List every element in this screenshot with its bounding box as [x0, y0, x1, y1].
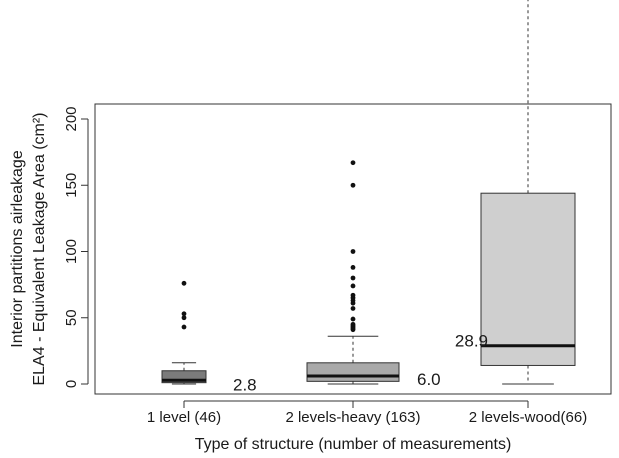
y-axis: 0 50 100 150 200: [63, 106, 89, 388]
boxes-layer: 2.8 6.0 28.9: [161, 0, 576, 394]
outlier-point: [350, 292, 356, 298]
x-tick-label: 2 levels-wood(66): [469, 409, 587, 426]
y-axis-title-line-1: Interior partitions airleakage: [9, 150, 26, 348]
box-iqr: [480, 192, 576, 366]
outlier-point: [181, 280, 187, 286]
box-group: 6.0: [306, 160, 441, 389]
outlier-point: [350, 160, 356, 166]
y-tick-label: 0: [63, 380, 80, 388]
x-tick-label: 2 levels-heavy (163): [285, 409, 420, 426]
outlier-point: [350, 265, 356, 270]
outlier-point: [181, 315, 187, 321]
outlier-point: [350, 321, 356, 327]
box-iqr: [306, 362, 400, 382]
box-iqr: [161, 370, 207, 384]
y-axis-title-line-2: ELA4 - Equivalent Leakage Area (cm²): [31, 112, 48, 385]
outlier-point: [181, 324, 187, 330]
median-label: 28.9: [455, 332, 488, 351]
box-group: 28.9: [455, 0, 576, 385]
box-group: 2.8: [161, 280, 257, 394]
x-axis-title: Type of structure (number of measurement…: [195, 436, 512, 453]
y-tick-label: 200: [63, 106, 80, 131]
outlier-point: [350, 275, 356, 281]
y-tick-label: 100: [63, 239, 80, 264]
outlier-point: [181, 311, 187, 317]
outlier-point: [350, 316, 356, 322]
outlier-point: [350, 182, 356, 188]
plot-frame: [94, 103, 612, 395]
outlier-point: [350, 249, 356, 254]
outlier-point: [350, 306, 356, 311]
x-axis: 1 level (46) 2 levels-heavy (163) 2 levels…: [147, 400, 587, 426]
x-tick-label: 1 level (46): [147, 409, 221, 426]
y-tick-label: 50: [63, 309, 80, 326]
median-label: 2.8: [233, 375, 257, 394]
median-label: 6.0: [417, 370, 441, 389]
outlier-point: [350, 283, 356, 289]
y-tick-label: 150: [63, 173, 80, 198]
